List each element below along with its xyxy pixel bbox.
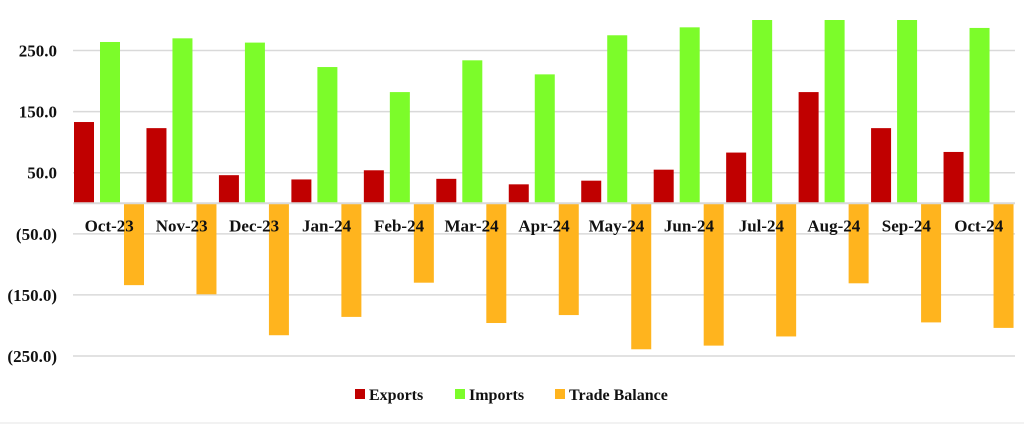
bar-imports-apr-24 xyxy=(534,74,555,204)
bar-imports-dec-23 xyxy=(244,42,265,204)
bar-exports-feb-24 xyxy=(363,170,384,204)
bar-exports-mar-24 xyxy=(436,178,457,204)
bar-imports-nov-23 xyxy=(172,38,193,204)
bar-trade-balance-mar-24 xyxy=(486,203,507,324)
bar-imports-aug-24 xyxy=(824,20,845,204)
x-tick-label: Oct-23 xyxy=(85,216,134,235)
bar-exports-jul-24 xyxy=(726,152,747,204)
y-tick-label: (250.0) xyxy=(7,347,57,366)
legend-swatch-imports xyxy=(455,389,465,399)
bar-imports-jun-24 xyxy=(679,27,700,204)
y-tick-label: 250.0 xyxy=(19,42,57,61)
x-axis-labels: Oct-23 Nov-23 Dec-23 Jan-24 Feb-24 Mar-24 Apr-… xyxy=(85,216,1004,235)
bar-trade-balance-jun-24 xyxy=(703,203,724,346)
bar-exports-may-24 xyxy=(581,180,602,204)
bar-imports-may-24 xyxy=(607,35,628,204)
bar-exports-aug-24 xyxy=(798,92,819,204)
bar-imports-oct-23 xyxy=(100,41,120,204)
y-tick-label: (150.0) xyxy=(7,286,57,305)
bar-trade-balance-jul-24 xyxy=(776,203,797,337)
y-axis-ticks: 250.0 150.0 50.0 (50.0) (150.0) (250.0) xyxy=(7,42,57,366)
bar-imports-sep-24 xyxy=(897,20,918,204)
legend-label: Trade Balance xyxy=(569,387,668,404)
bar-imports-mar-24 xyxy=(462,60,483,204)
legend-label: Exports xyxy=(369,387,423,404)
bar-trade-balance-oct-24 xyxy=(993,203,1014,328)
bars xyxy=(74,20,1014,350)
x-tick-label: Aug-24 xyxy=(807,216,860,235)
y-tick-label: (50.0) xyxy=(16,225,57,244)
bar-imports-feb-24 xyxy=(389,92,410,204)
bar-trade-balance-jan-24 xyxy=(341,203,362,317)
bar-imports-jul-24 xyxy=(752,20,773,204)
bar-trade-balance-sep-24 xyxy=(921,203,942,323)
bar-exports-jan-24 xyxy=(291,179,312,204)
x-tick-label: Sep-24 xyxy=(882,216,932,235)
bar-exports-nov-23 xyxy=(146,128,167,204)
bar-trade-balance-apr-24 xyxy=(558,203,579,316)
legend-swatch-exports xyxy=(355,389,365,399)
bar-trade-balance-feb-24 xyxy=(413,203,434,283)
bar-exports-sep-24 xyxy=(871,128,892,204)
x-tick-label: Jul-24 xyxy=(739,216,785,235)
y-tick-label: 150.0 xyxy=(19,103,57,122)
bar-exports-apr-24 xyxy=(508,184,529,204)
x-tick-label: Oct-24 xyxy=(954,216,1004,235)
bar-imports-oct-24 xyxy=(969,27,990,204)
legend-swatch-trade-balance xyxy=(555,389,565,399)
legend-label: Imports xyxy=(469,387,524,404)
x-tick-label: Dec-23 xyxy=(229,216,279,235)
x-tick-label: Mar-24 xyxy=(444,216,499,235)
bar-exports-oct-24 xyxy=(943,151,964,204)
y-tick-label: 50.0 xyxy=(27,164,57,183)
bar-exports-oct-23 xyxy=(74,122,94,204)
bar-trade-balance-aug-24 xyxy=(848,203,869,284)
x-tick-label: Apr-24 xyxy=(518,216,570,235)
x-tick-label: Jun-24 xyxy=(664,216,715,235)
x-tick-label: Jan-24 xyxy=(302,216,352,235)
bar-trade-balance-oct-23 xyxy=(124,203,144,286)
bar-exports-dec-23 xyxy=(218,175,239,204)
bar-exports-jun-24 xyxy=(653,169,674,204)
bar-trade-balance-nov-23 xyxy=(196,203,217,295)
x-tick-label: Feb-24 xyxy=(374,216,425,235)
bar-imports-jan-24 xyxy=(317,67,338,204)
x-tick-label: Nov-23 xyxy=(156,216,208,235)
x-tick-label: May-24 xyxy=(589,216,645,235)
legend: Exports Imports Trade Balance xyxy=(355,387,668,404)
bar-trade-balance-may-24 xyxy=(631,203,652,350)
bar-trade-balance-dec-23 xyxy=(268,203,289,336)
